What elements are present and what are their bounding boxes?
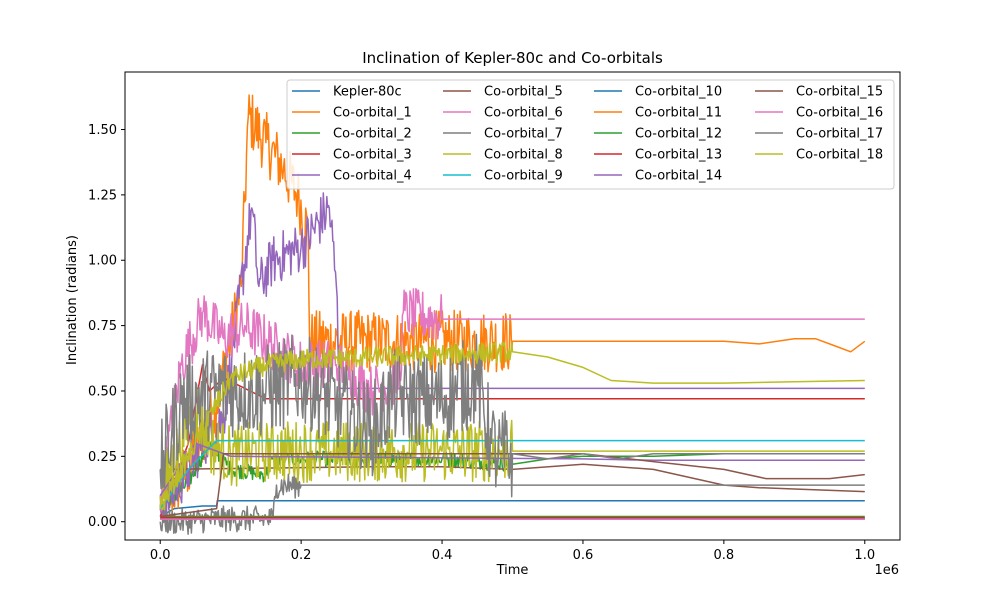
legend-entry: Co-orbital_1 (333, 106, 412, 121)
legend-entry: Co-orbital_13 (635, 148, 722, 163)
legend-entry: Co-orbital_15 (796, 85, 883, 100)
x-tick-label: 1.0 (854, 548, 875, 563)
legend-entry: Kepler-80c (333, 85, 402, 100)
legend-entry: Co-orbital_18 (796, 148, 883, 163)
legend-entry: Co-orbital_8 (484, 148, 563, 163)
plot-area (159, 94, 866, 535)
y-tick-label: 0.00 (88, 515, 117, 530)
series-lines (159, 94, 866, 535)
y-tick-label: 0.75 (88, 319, 117, 334)
legend-entry: Co-orbital_14 (635, 169, 722, 184)
x-tick-label: 0.8 (714, 548, 735, 563)
legend-entry: Co-orbital_11 (635, 106, 722, 121)
legend-entry: Co-orbital_17 (796, 127, 883, 142)
y-tick-label: 1.00 (88, 254, 117, 269)
series-line-1 (159, 94, 866, 522)
series-line-15 (160, 452, 865, 518)
x-tick-label: 0.0 (150, 548, 171, 563)
legend-entry: Co-orbital_2 (333, 127, 412, 142)
axes: 0.0 0.2 0.4 0.6 0.8 1.0 0.00 0.25 0.50 0.75 1.00 1.… (88, 71, 901, 563)
legend-entry: Co-orbital_5 (484, 85, 563, 100)
legend-entry: Co-orbital_4 (333, 169, 412, 184)
x-axis-label: Time (496, 563, 529, 578)
legend-entry: Co-orbital_7 (484, 127, 563, 142)
legend-entry: Co-orbital_16 (796, 106, 883, 121)
legend-box (286, 79, 895, 190)
y-axis-label: Inclination (radians) (65, 235, 80, 365)
legend-entry: Co-orbital_9 (484, 169, 563, 184)
plot-frame (124, 71, 901, 541)
y-tick-label: 1.25 (88, 188, 117, 203)
legend: Kepler-80c Co-orbital_1 Co-orbital_2 Co-orb… (286, 79, 895, 190)
legend-entry: Co-orbital_12 (635, 127, 722, 142)
x-axis-offset-label: 1e6 (874, 563, 899, 578)
x-tick-label: 0.2 (291, 548, 312, 563)
series-line-18 (159, 341, 865, 511)
y-tick-label: 0.50 (88, 384, 117, 399)
legend-entry: Co-orbital_10 (635, 85, 722, 100)
y-tick-label: 0.25 (88, 450, 117, 465)
legend-entry: Co-orbital_3 (333, 148, 412, 163)
x-tick-label: 0.6 (573, 548, 594, 563)
series-line-9 (159, 439, 865, 510)
x-tick-label: 0.4 (432, 548, 453, 563)
y-tick-label: 1.50 (88, 123, 117, 138)
legend-entry: Co-orbital_6 (484, 106, 563, 121)
chart-title: Inclination of Kepler-80c and Co-orbital… (362, 49, 663, 67)
